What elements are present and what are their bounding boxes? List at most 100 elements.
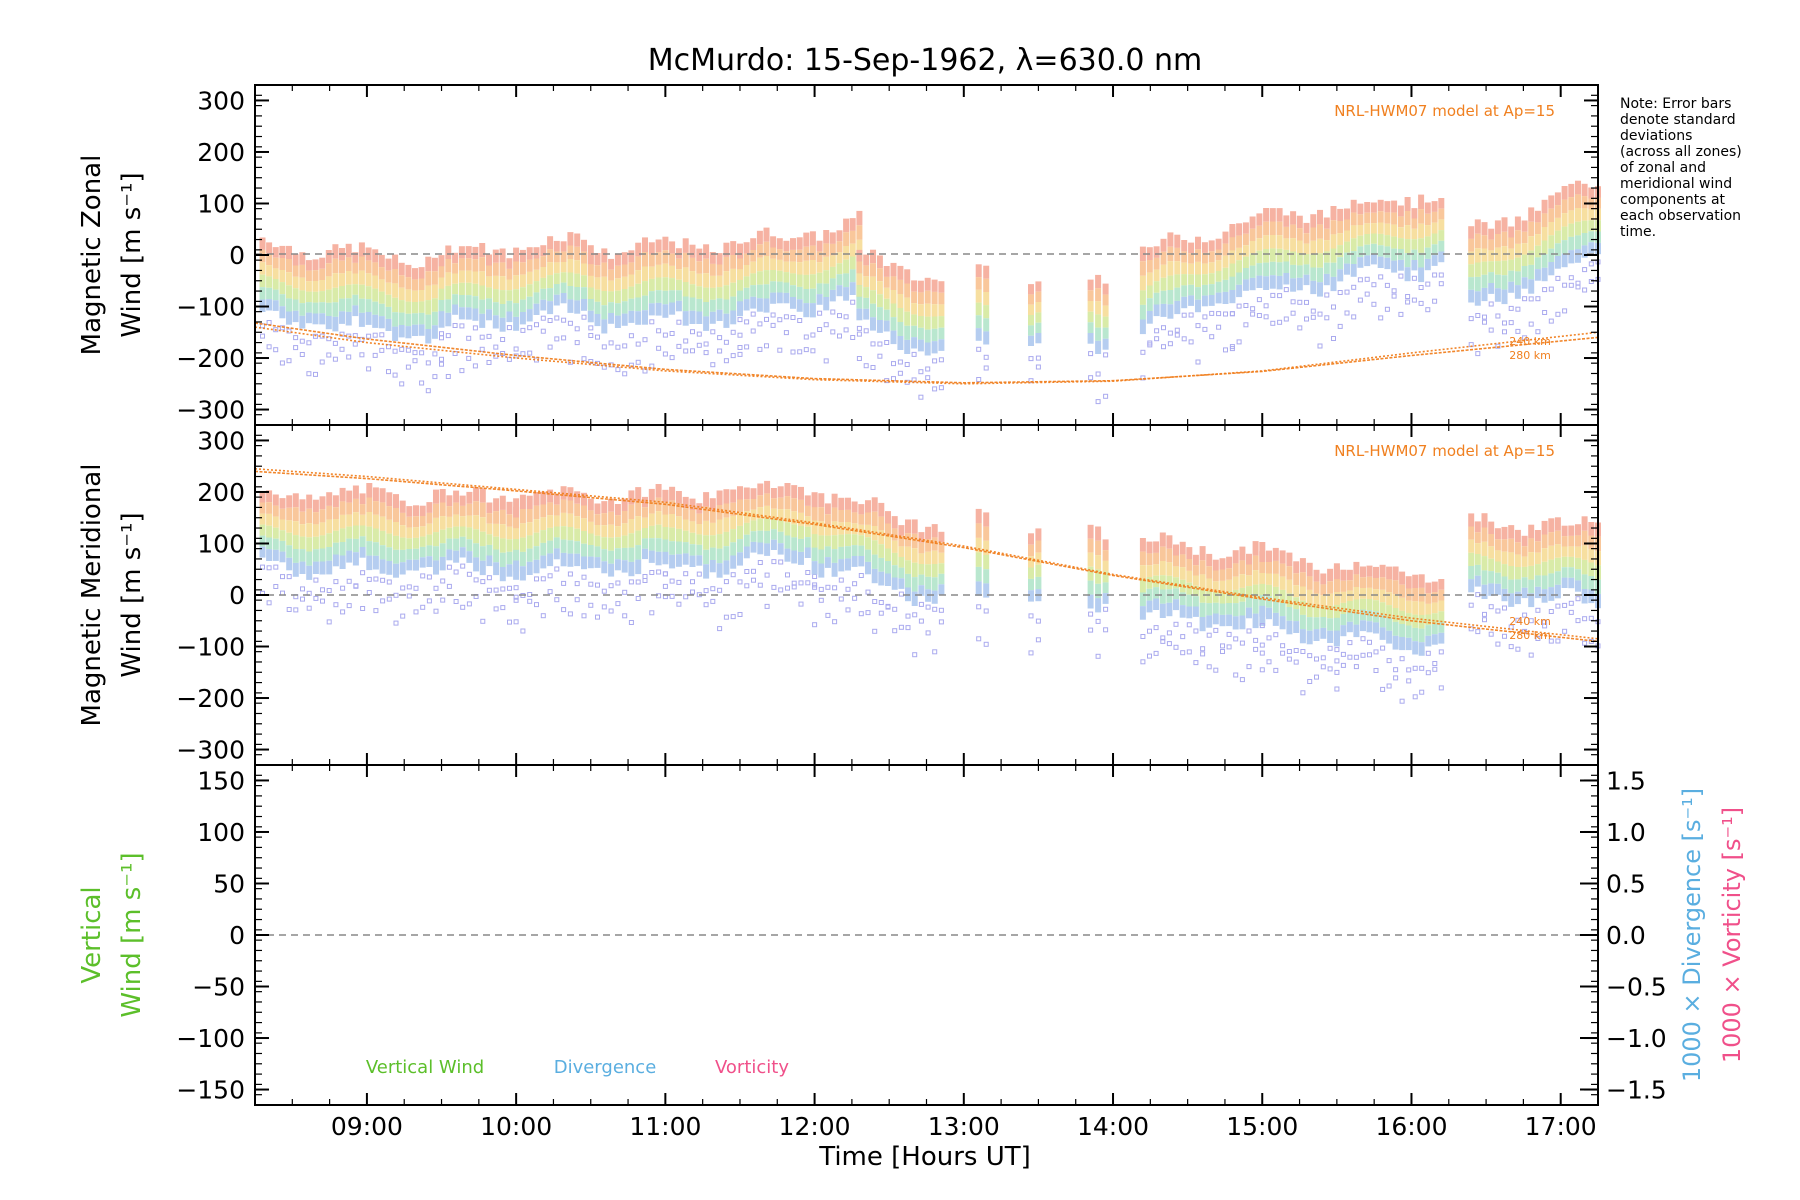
error-bar-marker (420, 573, 426, 579)
error-bar-marker (865, 589, 871, 595)
error-bar-marker (703, 350, 709, 356)
error-bar-marker (561, 580, 567, 586)
legend-vorticity: Vorticity (715, 1057, 789, 1078)
error-bar-marker (588, 325, 594, 331)
error-bar-marker (1391, 293, 1397, 299)
error-bar-marker (858, 611, 864, 617)
error-bar-marker (1412, 694, 1418, 700)
error-bar-marker (1468, 602, 1474, 608)
error-bar-marker (696, 342, 702, 348)
error-bar-marker (938, 607, 944, 613)
error-bar-marker (622, 613, 628, 619)
error-bar-marker (540, 315, 546, 321)
error-bar-marker (878, 610, 884, 616)
error-bar-marker (1475, 313, 1481, 318)
error-bar-marker (412, 358, 418, 364)
error-bar-marker (832, 619, 838, 625)
error-bar-marker (420, 604, 426, 610)
error-bar-marker (1337, 323, 1343, 329)
error-bar-marker (790, 349, 796, 355)
error-bar-marker (803, 347, 809, 353)
error-bar-marker (878, 600, 884, 605)
error-bar-marker (306, 605, 312, 611)
error-bar-marker (320, 587, 325, 593)
error-bar-marker (830, 309, 836, 315)
error-bar-marker (905, 613, 911, 619)
y-tick-label: −50 (192, 973, 245, 1002)
error-bar-marker (662, 351, 668, 357)
error-bar-marker (1180, 650, 1186, 656)
error-bar-marker (534, 602, 539, 608)
error-bar-marker (1188, 312, 1194, 318)
error-bar-marker (1502, 605, 1507, 611)
error-bar-marker (717, 348, 723, 354)
error-bar-marker (372, 352, 378, 358)
error-bar-marker (897, 359, 903, 365)
error-bar-marker (1286, 656, 1292, 662)
error-bar-marker (642, 337, 648, 343)
error-bar-marker (1236, 303, 1242, 309)
error-bar-marker (1575, 596, 1581, 602)
error-bar-marker (932, 649, 938, 655)
y2-tick-label: 1.5 (1606, 766, 1646, 795)
meridional-ylabel-line1: Magnetic Meridional (77, 464, 107, 727)
error-bar-marker (863, 363, 869, 369)
error-bar-marker (1209, 310, 1215, 316)
note-line: each observation (1620, 208, 1741, 224)
error-bar-marker (360, 570, 366, 576)
y-tick-label: −200 (176, 344, 245, 373)
error-bar-marker (527, 325, 533, 331)
error-bar-marker (1528, 652, 1534, 658)
error-bar-marker (366, 366, 372, 372)
error-bar-marker (1535, 636, 1541, 641)
error-bar-marker (1406, 678, 1412, 684)
error-bar-marker (320, 598, 325, 604)
error-bar-marker (1293, 659, 1299, 665)
error-bar-marker (567, 320, 573, 326)
error-bar-marker (628, 579, 634, 585)
error-bar-marker (380, 598, 386, 604)
error-bar-marker (838, 596, 844, 602)
error-bar-marker (1103, 627, 1109, 633)
error-bar-marker (1535, 296, 1541, 302)
error-bar-marker (1337, 290, 1343, 295)
note-line: (across all zones) (1620, 144, 1742, 160)
error-bar-marker (710, 362, 716, 368)
error-bar-marker (751, 577, 756, 583)
error-bar-marker (486, 575, 492, 581)
error-bar-marker (479, 334, 485, 340)
error-bar-marker (313, 595, 319, 601)
error-bar-marker (574, 340, 580, 346)
error-bar-marker (1588, 261, 1594, 267)
error-bar-marker (1575, 284, 1581, 290)
error-bar-marker (1154, 328, 1160, 334)
error-bar-marker (757, 560, 763, 565)
error-bar-marker (1035, 637, 1041, 643)
error-bar-marker (260, 333, 265, 339)
error-bar-marker (656, 593, 662, 599)
error-bar-marker (540, 328, 546, 334)
error-bar-marker (737, 351, 743, 357)
error-bar-marker (486, 333, 492, 339)
error-bar-marker (380, 577, 386, 583)
error-bar-marker (1386, 683, 1392, 689)
vertical-ylabel-line1: Vertical (77, 886, 107, 983)
note-line: denote standard (1620, 112, 1736, 128)
error-bar-marker (615, 580, 621, 586)
error-bar-marker (1103, 606, 1109, 612)
error-bar-marker (1495, 641, 1501, 647)
error-bar-marker (1542, 623, 1548, 629)
error-bar-marker (366, 590, 372, 595)
note-line: meridional wind (1620, 176, 1732, 192)
error-bar-marker (1035, 355, 1041, 361)
error-bar-marker (493, 606, 499, 612)
model-line-280-km (254, 322, 1599, 384)
error-bar-marker (983, 354, 989, 360)
error-bar-marker (783, 330, 789, 336)
error-bar-marker (1273, 667, 1279, 673)
error-bar-marker (1351, 284, 1357, 290)
error-bar-marker (757, 346, 763, 352)
vertical-ylabel-line2: Wind [m s⁻¹] (117, 852, 147, 1017)
error-bar-marker (696, 571, 702, 577)
error-bar-marker (300, 596, 305, 602)
